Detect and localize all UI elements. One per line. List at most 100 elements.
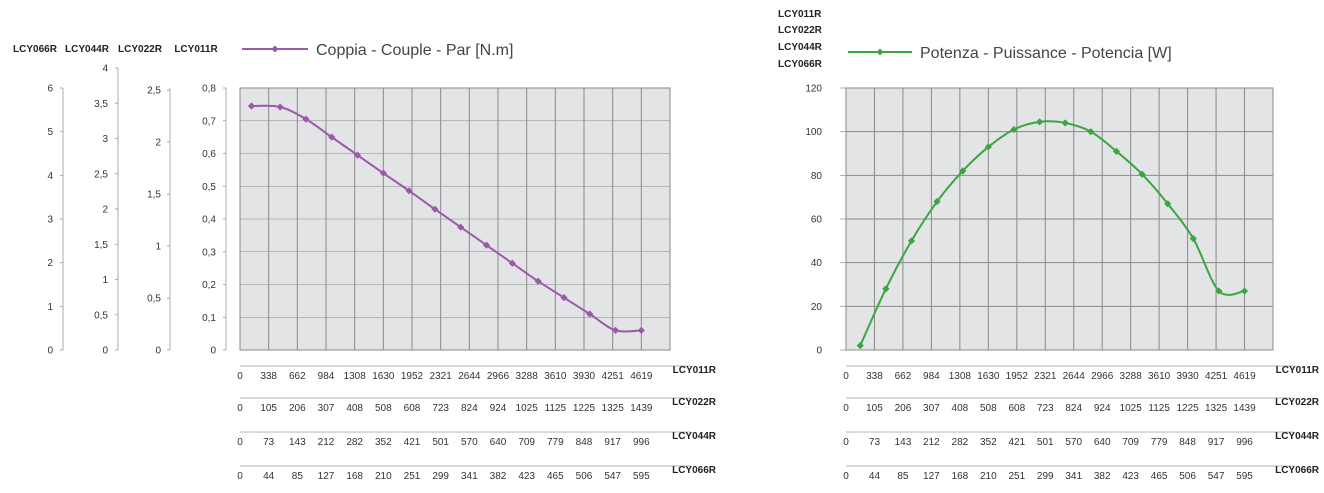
torque-y-tick-label: 1,5	[147, 190, 161, 201]
power-point	[1240, 287, 1249, 295]
torque-x-tick-label: 506	[576, 471, 593, 482]
power-x-tick-label: 105	[866, 403, 883, 414]
torque-point	[457, 223, 465, 231]
torque-y-tick-label: 4	[102, 64, 108, 75]
power-x-tick-label: 421	[1008, 437, 1025, 448]
power-y-axis-name-1: LCY011R	[778, 9, 822, 20]
power-x-tick-label: 501	[1037, 437, 1054, 448]
power-y-tick-label: 80	[811, 171, 823, 182]
torque-x-tick-label: 1630	[372, 371, 395, 382]
torque-x-tick-label: 423	[518, 471, 535, 482]
power-x-tick-label: 824	[1065, 403, 1082, 414]
torque-x-tick-label: 1325	[602, 403, 625, 414]
torque-x-tick-label: 465	[547, 471, 564, 482]
power-series	[856, 118, 1249, 350]
power-x-tick-label: 0	[843, 403, 849, 414]
torque-y-axis-name: LCY011R	[174, 44, 218, 55]
torque-x-tick-label: 848	[576, 437, 593, 448]
torque-x-axis-name: LCY022R	[672, 397, 717, 408]
power-x-tick-label: 3288	[1120, 371, 1143, 382]
power-x-tick-label: 3610	[1148, 371, 1171, 382]
torque-point	[508, 259, 516, 267]
torque-x-tick-label: 595	[633, 471, 650, 482]
torque-y-tick-label: 5	[47, 127, 53, 138]
torque-point	[247, 102, 256, 110]
power-series-line	[859, 120, 1245, 347]
torque-x-tick-label: 421	[404, 437, 421, 448]
power-y-tick-label: 100	[805, 127, 822, 138]
torque-x-tick-label: 723	[432, 403, 449, 414]
torque-y-tick-label: 0,6	[202, 149, 216, 160]
torque-y-tick-label: 0,2	[202, 280, 216, 291]
torque-y-tick-label: 3,5	[94, 99, 108, 110]
torque-point	[534, 277, 542, 285]
power-x-tick-label: 709	[1122, 437, 1139, 448]
torque-point	[276, 103, 284, 111]
torque-x-tick-label: 996	[633, 437, 650, 448]
power-point	[1112, 147, 1121, 155]
torque-x-tick-label: 824	[461, 403, 478, 414]
power-point	[959, 167, 967, 175]
torque-x-tick-label: 984	[318, 371, 335, 382]
power-x-tick-label: 506	[1179, 471, 1196, 482]
torque-y-axes: 0 0,1 0,2 0,3 0,4 0,5 0,6 0,7 0,8 LCY011R 0 0,5 1 1,5…	[13, 44, 227, 357]
power-x-tick-label: 1225	[1176, 403, 1199, 414]
power-x-axis-name: LCY044R	[1275, 431, 1320, 442]
torque-x-tick-label: 251	[404, 471, 421, 482]
power-x-tick-label: 2966	[1091, 371, 1114, 382]
power-x-tick-label: 1630	[977, 371, 1000, 382]
torque-y-tick-label: 1	[155, 242, 161, 253]
power-y-axis-name-3: LCY044R	[778, 42, 823, 53]
torque-legend: Coppia - Couple - Par [N.m]	[242, 42, 513, 59]
power-x-tick-label: 723	[1037, 403, 1054, 414]
power-point	[1035, 118, 1044, 126]
power-x-tick-label: 984	[923, 371, 940, 382]
torque-y-tick-label: 0,3	[202, 247, 216, 258]
torque-point	[560, 294, 568, 302]
torque-x-tick-label: 4251	[602, 371, 625, 382]
torque-x-axis-name: LCY066R	[672, 465, 717, 476]
torque-x-tick-label: 85	[292, 471, 304, 482]
torque-y-tick-label: 0	[102, 346, 108, 357]
torque-x-tick-label: 210	[375, 471, 392, 482]
power-x-tick-label: 848	[1179, 437, 1196, 448]
power-point	[1087, 128, 1095, 136]
torque-x-tick-label: 1025	[516, 403, 539, 414]
torque-y-tick-label: 2	[155, 138, 161, 149]
torque-point	[379, 169, 387, 177]
power-y-tick-label: 120	[805, 84, 822, 95]
power-point	[882, 285, 890, 293]
power-y-tick-label: 20	[811, 302, 823, 313]
power-x-tick-label: 4251	[1205, 371, 1228, 382]
power-x-tick-label: 338	[866, 371, 883, 382]
torque-x-tick-label: 299	[432, 471, 449, 482]
torque-x-tick-label: 352	[375, 437, 392, 448]
power-x-tick-label: 299	[1037, 471, 1054, 482]
power-y-tick-label: 60	[811, 215, 823, 226]
torque-x-tick-label: 206	[289, 403, 306, 414]
power-point	[1164, 200, 1172, 208]
torque-point	[302, 115, 310, 123]
torque-y-tick-label: 3	[102, 134, 108, 145]
torque-x-tick-label: 640	[490, 437, 507, 448]
torque-x-tick-label: 105	[260, 403, 277, 414]
torque-x-axis-name: LCY011R	[673, 365, 717, 376]
power-x-tick-label: 44	[869, 471, 881, 482]
power-x-tick-label: 4619	[1233, 371, 1256, 382]
power-point	[933, 197, 941, 206]
power-x-tick-label: 423	[1122, 471, 1139, 482]
torque-y-tick-label: 1	[102, 275, 108, 286]
torque-y-tick-label: 0,1	[202, 313, 216, 324]
torque-y-tick-label: 0	[47, 346, 53, 357]
power-x-tick-label: 341	[1065, 471, 1082, 482]
torque-y-tick-label: 1,5	[94, 240, 108, 251]
torque-y-tick-label: 0,5	[147, 294, 161, 305]
power-x-tick-label: 1025	[1120, 403, 1143, 414]
torque-x-tick-label: 1308	[344, 371, 367, 382]
power-x-tick-label: 996	[1236, 437, 1253, 448]
power-x-tick-label: 508	[980, 403, 997, 414]
torque-x-tick-label: 0	[237, 371, 243, 382]
power-x-tick-label: 1308	[949, 371, 972, 382]
torque-y-tick-label: 2	[102, 205, 108, 216]
